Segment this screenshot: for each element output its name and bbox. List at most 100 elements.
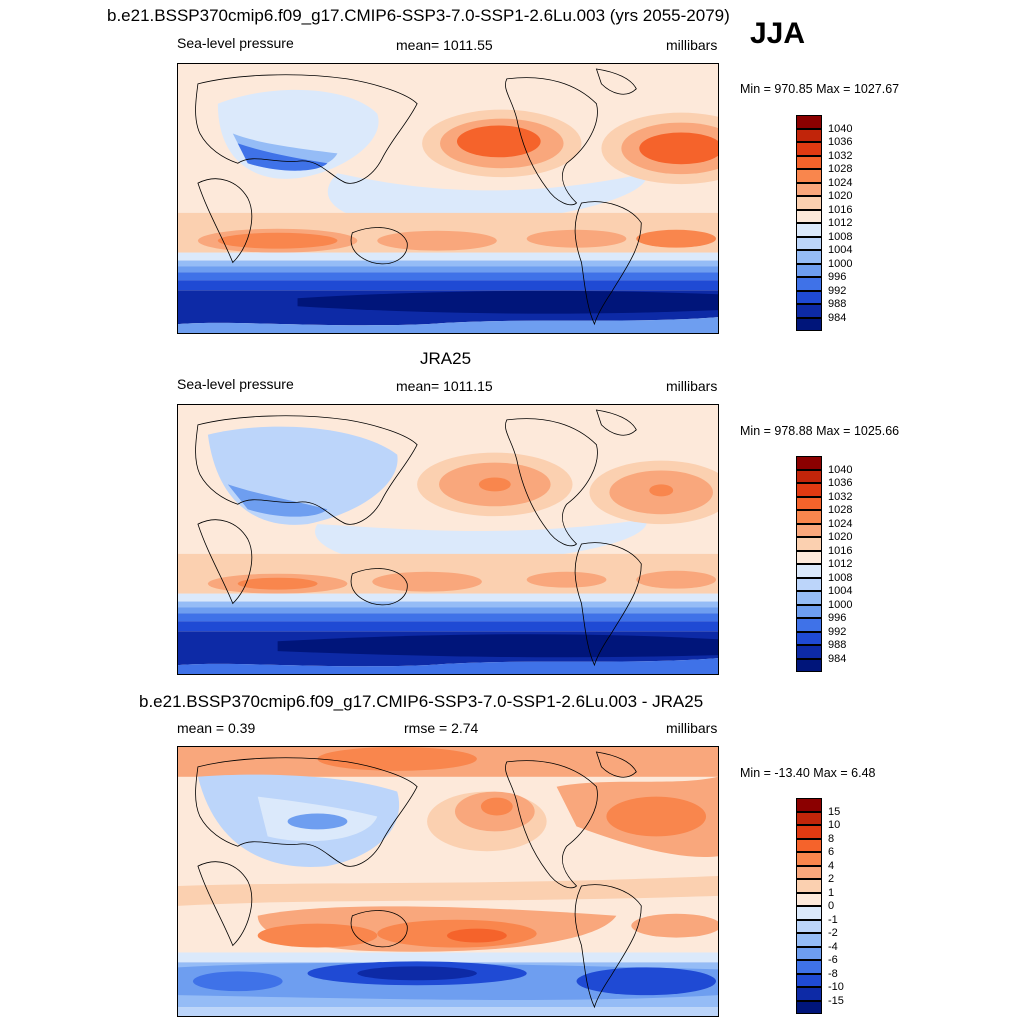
panel3-title: b.e21.BSSP370cmip6.f09_g17.CMIP6-SSP3-7.… [139,692,704,711]
colorbar-label: 1036 [828,136,853,148]
colorbar-swatch [796,523,822,537]
colorbar-label: 10 [828,819,841,831]
colorbar-label: 984 [828,652,847,665]
obs-slp-map [177,404,719,675]
colorbar-swatch [796,919,822,933]
colorbar-swatch [796,933,822,947]
colorbar-swatch [796,618,822,632]
panel3-minmax: Min = -13.40 Max = 6.48 [740,766,876,780]
panel2-minmax: Min = 978.88 Max = 1025.66 [740,424,900,438]
colorbar-swatch [796,879,822,893]
colorbar-label: -1 [828,913,838,926]
colorbar-swatch [796,250,822,264]
colorbar-swatch [796,115,822,129]
colorbar-swatch [796,317,822,331]
colorbar-swatch [796,456,822,470]
colorbar-label: 1036 [828,477,853,489]
colorbar-label: 1016 [828,203,853,216]
panel1-variable: Sea-level pressure [177,35,294,51]
colorbar-label: 1020 [828,531,853,543]
colorbar-swatch [796,865,822,879]
colorbar-label: 1004 [828,244,853,256]
colorbar-swatch [796,483,822,497]
colorbar-label: 4 [828,859,835,872]
colorbar-swatch [796,277,822,291]
colorbar-label: 988 [828,639,847,651]
panel3-units: millibars [666,720,718,736]
colorbar-label: 1040 [828,463,853,476]
model-slp-map [177,63,719,334]
panel3-rmse: rmse = 2.74 [404,720,479,736]
colorbar-swatch [796,798,822,812]
colorbar-label: 1008 [828,571,853,584]
difference-map [177,746,719,1017]
colorbar-swatch [796,550,822,564]
colorbar-label: -6 [828,954,838,966]
colorbar-swatch [796,658,822,672]
colorbar-swatch [796,496,822,510]
colorbar-label: 1004 [828,585,853,597]
colorbar-swatch [796,960,822,974]
colorbar-label: 2 [828,873,835,885]
colorbar-swatch [796,987,822,1001]
colorbar-swatch [796,196,822,210]
colorbar-swatch [796,892,822,906]
colorbar-label: 992 [828,284,847,297]
colorbar-swatch [796,564,822,578]
colorbar-label: 8 [828,832,835,845]
colorbar-label: 984 [828,311,847,324]
colorbar-swatch [796,1000,822,1014]
panel1-minmax: Min = 970.85 Max = 1027.67 [740,82,900,96]
colorbar-swatch [796,631,822,645]
colorbar-swatch [796,973,822,987]
figure-title: b.e21.BSSP370cmip6.f09_g17.CMIP6-SSP3-7.… [107,6,730,25]
colorbar-swatch [796,906,822,920]
panel2-variable: Sea-level pressure [177,376,294,392]
colorbar-swatch [796,838,822,852]
colorbar-label: 1024 [828,517,853,530]
colorbar-swatch [796,645,822,659]
colorbar-swatch [796,510,822,524]
colorbar-swatch [796,155,822,169]
colorbar-swatch [796,946,822,960]
colorbar-swatch [796,236,822,250]
colorbar-swatch [796,604,822,618]
colorbar-swatch [796,128,822,142]
colorbar-swatch [796,469,822,483]
colorbar-label: 1028 [828,163,853,175]
panel2-mean: mean= 1011.15 [396,378,493,394]
colorbar-label: 1032 [828,490,853,503]
colorbar-label: 988 [828,298,847,310]
panel2-units: millibars [666,378,718,394]
panel1-mean: mean= 1011.55 [396,37,493,53]
colorbar-label: 15 [828,805,841,818]
colorbar-label: 1024 [828,176,853,189]
colorbar-swatch [796,169,822,183]
colorbar-label: 0 [828,900,835,912]
colorbar-swatch [796,209,822,223]
colorbar-label: 1 [828,886,835,899]
colorbar-label: 1000 [828,598,853,611]
colorbar-swatch [796,825,822,839]
colorbar-label: -8 [828,967,838,980]
colorbar-label: 1008 [828,230,853,243]
colorbar-label: -15 [828,994,844,1007]
colorbar-label: 1016 [828,544,853,557]
season-label: JJA [750,17,806,50]
panel2-title: JRA25 [420,349,472,368]
colorbar-label: 6 [828,846,835,858]
colorbar-swatch [796,591,822,605]
colorbar-swatch [796,852,822,866]
colorbar-swatch [796,182,822,196]
colorbar-swatch [796,263,822,277]
colorbar-label: 1020 [828,190,853,202]
colorbar-label: 1000 [828,257,853,270]
colorbar-label: 1012 [828,558,853,570]
colorbar-label: -2 [828,927,838,939]
colorbar-swatch [796,811,822,825]
colorbar-label: 1012 [828,217,853,229]
colorbar-swatch [796,142,822,156]
colorbar-label: 1028 [828,504,853,516]
colorbar-label: 992 [828,625,847,638]
panel3-mean: mean = 0.39 [177,720,256,736]
